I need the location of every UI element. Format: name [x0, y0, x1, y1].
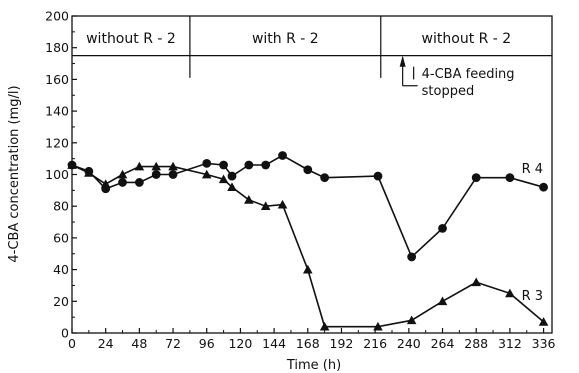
- phase-label: without R - 2: [86, 31, 176, 47]
- data-point: [406, 315, 417, 325]
- x-tick-label: 48: [131, 336, 147, 351]
- data-point: [151, 170, 161, 179]
- data-point: [218, 174, 229, 184]
- x-tick-label: 192: [330, 336, 354, 351]
- data-point: [134, 161, 145, 171]
- data-point: [539, 182, 548, 192]
- data-point: [302, 264, 313, 274]
- series-layer: R 4 R 3: [67, 151, 549, 331]
- data-point: [100, 179, 111, 188]
- series-label: R 3: [522, 289, 543, 304]
- data-point: [438, 223, 447, 233]
- data-point: [227, 182, 237, 192]
- phase-label: without R - 2: [422, 31, 512, 47]
- data-point: [505, 288, 515, 298]
- x-tick-label: 264: [431, 336, 455, 351]
- annotation-arrow-head: [399, 55, 406, 67]
- data-point: [117, 169, 128, 179]
- data-point: [244, 160, 254, 170]
- data-point: [168, 161, 178, 171]
- y-tick-label: 180: [45, 40, 69, 55]
- data-point: [320, 173, 330, 183]
- x-axis: 0 24 48 72 96 120 144 168 192 216 240 264 288 312 336: [68, 328, 556, 351]
- x-tick-label: 72: [165, 336, 181, 351]
- y-tick-label: 120: [45, 135, 69, 150]
- x-tick-label: 168: [296, 336, 320, 351]
- x-tick-label: 24: [98, 336, 114, 351]
- data-point: [67, 160, 77, 169]
- y-axis: 0 20 40 60 80 100 120 140 160 180 200: [45, 9, 77, 341]
- data-point: [84, 168, 94, 177]
- y-tick-label: 200: [45, 9, 69, 24]
- phase-band: without R - 2 with R - 2 without R - 2: [72, 16, 552, 78]
- data-point: [244, 195, 254, 204]
- series-r3: R 3: [67, 160, 549, 331]
- x-tick-label: 216: [363, 336, 387, 351]
- data-point: [505, 173, 515, 183]
- data-point: [373, 321, 383, 331]
- data-point: [373, 171, 383, 181]
- data-point: [261, 160, 271, 170]
- x-tick-label: 0: [68, 336, 76, 351]
- y-tick-label: 0: [61, 326, 69, 341]
- x-tick-label: 144: [262, 336, 286, 351]
- data-point: [118, 178, 127, 187]
- data-point: [278, 151, 287, 160]
- data-point: [277, 199, 288, 209]
- annotation-text: stopped: [422, 84, 475, 99]
- y-tick-label: 40: [53, 262, 69, 277]
- y-tick-label: 60: [53, 230, 69, 245]
- data-point: [168, 170, 178, 179]
- data-point: [202, 159, 212, 168]
- phase-label: with R - 2: [252, 31, 319, 47]
- x-tick-label: 312: [498, 336, 522, 351]
- y-tick-label: 140: [45, 104, 69, 119]
- x-axis-title: Time (h): [286, 358, 341, 373]
- data-point: [134, 178, 144, 187]
- data-point: [471, 173, 481, 183]
- data-point: [407, 252, 417, 262]
- data-point: [471, 277, 482, 287]
- y-tick-label: 100: [45, 167, 69, 182]
- x-tick-label: 240: [397, 336, 421, 351]
- x-tick-label: 96: [199, 336, 215, 351]
- annotation-layer: 4-CBA feeding stopped: [399, 55, 515, 99]
- data-point: [219, 160, 228, 170]
- data-point: [151, 161, 162, 171]
- y-tick-label: 20: [53, 294, 69, 309]
- x-tick-label: 288: [464, 336, 488, 351]
- data-point: [227, 171, 237, 181]
- series-line: [71, 164, 545, 328]
- annotation-text: 4-CBA feeding: [422, 67, 515, 82]
- data-point: [303, 165, 313, 175]
- y-tick-label: 80: [53, 199, 69, 214]
- series-label: R 4: [522, 162, 543, 177]
- y-tick-label: 160: [45, 72, 69, 87]
- data-point: [201, 169, 212, 179]
- data-point: [319, 321, 330, 331]
- series-r4: R 4: [67, 151, 548, 262]
- data-point: [437, 296, 448, 306]
- x-tick-label: 120: [228, 336, 252, 351]
- data-point: [538, 317, 549, 326]
- data-point: [260, 201, 271, 211]
- x-tick-label: 336: [532, 336, 556, 351]
- y-axis-title: 4-CBA concentration (mg/l): [7, 85, 22, 262]
